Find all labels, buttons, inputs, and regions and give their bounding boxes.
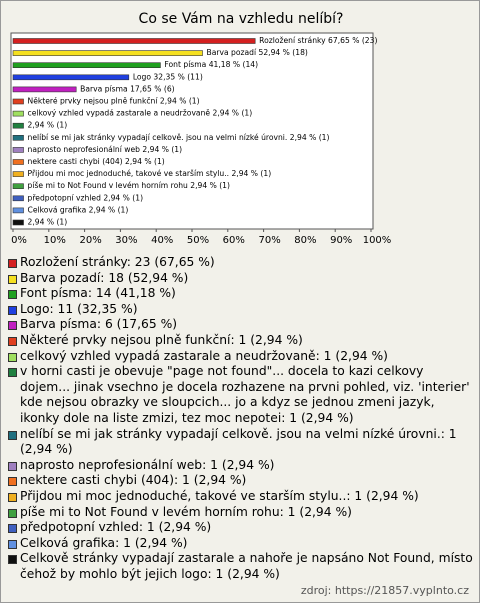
bar bbox=[12, 122, 24, 129]
legend-swatch bbox=[8, 539, 17, 549]
value-label: celkový vzhled vypadá zastarale a neudrž… bbox=[28, 109, 253, 118]
legend-swatch bbox=[8, 290, 17, 300]
legend-swatch bbox=[8, 555, 17, 565]
legend-item: naprosto neprofesionální web: 1 (2,94 %) bbox=[7, 458, 473, 474]
value-label: 2,94 % (1) bbox=[28, 121, 68, 130]
bar bbox=[12, 38, 256, 44]
legend-label: Celková grafika: 1 (2,94 %) bbox=[20, 535, 188, 550]
x-tick-label: 80% bbox=[294, 235, 316, 246]
value-label: Rozložení stránky 67,65 % (23) bbox=[259, 36, 377, 45]
legend-label: předpotopní vzhled: 1 (2,94 %) bbox=[20, 520, 212, 535]
legend-swatch bbox=[8, 352, 17, 362]
legend-swatch bbox=[8, 259, 17, 268]
legend-item: v horni casti je obevuje "page not found… bbox=[7, 364, 473, 426]
legend-label: Přijdou mi moc jednoduché, takové ve sta… bbox=[20, 488, 419, 503]
bar bbox=[12, 171, 24, 177]
legend-swatch bbox=[8, 321, 17, 331]
legend-item: Font písma: 14 (41,18 %) bbox=[7, 286, 473, 302]
legend-swatch bbox=[8, 430, 17, 440]
legend-swatch bbox=[8, 477, 17, 487]
x-tick-label: 60% bbox=[223, 235, 245, 246]
legend-label: píše mi to Not Found v levém horním rohu… bbox=[20, 504, 352, 519]
legend-item: Rozložení stránky: 23 (67,65 %) bbox=[7, 255, 473, 271]
x-tick-label: 40% bbox=[151, 235, 173, 246]
value-label: předpotopní vzhled 2,94 % (1) bbox=[28, 193, 144, 202]
legend-label: Font písma: 14 (41,18 %) bbox=[20, 286, 176, 301]
legend-label: naprosto neprofesionální web: 1 (2,94 %) bbox=[20, 457, 275, 472]
x-tick-label: 100% bbox=[363, 235, 392, 246]
legend-swatch bbox=[8, 336, 17, 346]
bar bbox=[12, 86, 77, 93]
bar bbox=[12, 207, 24, 214]
legend-swatch bbox=[8, 368, 17, 378]
legend-item: píše mi to Not Found v levém horním rohu… bbox=[7, 505, 473, 521]
legend-label: Rozložení stránky: 23 (67,65 %) bbox=[20, 255, 215, 269]
value-label: Některé prvky nejsou plně funkční 2,94 %… bbox=[28, 97, 200, 106]
x-tick-label: 0% bbox=[11, 235, 27, 246]
value-label: Logo 32,35 % (11) bbox=[133, 72, 203, 81]
bar bbox=[12, 110, 24, 117]
value-label: Celková grafika 2,94 % (1) bbox=[28, 205, 129, 214]
chart: Co se Vám na vzhledu nelíbí? 0% 10% 20% 30%… bbox=[10, 11, 392, 246]
bar bbox=[12, 62, 161, 69]
bar bbox=[12, 98, 24, 105]
legend-label: Barva písma: 6 (17,65 %) bbox=[20, 317, 178, 332]
source: zdroj: https://21857.vyplnto.cz bbox=[300, 584, 469, 597]
chart-title: Co se Vám na vzhledu nelíbí? bbox=[139, 11, 344, 27]
legend-swatch bbox=[8, 492, 17, 502]
legend-item: Barva písma: 6 (17,65 %) bbox=[7, 317, 473, 333]
bar bbox=[12, 147, 24, 153]
bar bbox=[12, 159, 24, 165]
value-label: nektere casti chybi (404) 2,94 % (1) bbox=[28, 157, 165, 166]
value-label: 2,94 % (1) bbox=[28, 218, 68, 227]
legend-item: předpotopní vzhled: 1 (2,94 %) bbox=[7, 520, 473, 536]
value-label: naprosto neprofesionální web 2,94 % (1) bbox=[28, 145, 183, 154]
legend-label: Celkově stránky vypadají zastarale a nah… bbox=[20, 551, 473, 581]
legend-swatch bbox=[8, 274, 17, 284]
legend-item: Celkově stránky vypadají zastarale a nah… bbox=[7, 551, 473, 582]
legend-item: celkový vzhled vypadá zastarale a neudrž… bbox=[7, 349, 473, 365]
bar bbox=[12, 74, 130, 81]
legend-label: nektere casti chybi (404): 1 (2,94 %) bbox=[20, 473, 247, 488]
legend-item: nelíbí se mi jak stránky vypadají celkov… bbox=[7, 427, 473, 458]
x-tick-label: 90% bbox=[330, 235, 352, 246]
legend-label: Barva pozadí: 18 (52,94 %) bbox=[20, 270, 189, 285]
legend-label: v horni casti je obevuje "page not found… bbox=[20, 364, 470, 425]
legend-swatch bbox=[8, 305, 17, 315]
value-label: píše mi to Not Found v levém horním rohu… bbox=[28, 181, 230, 190]
bar bbox=[12, 135, 24, 141]
bar bbox=[12, 195, 24, 202]
legend-swatch bbox=[8, 461, 17, 471]
legend-swatch bbox=[8, 524, 17, 534]
x-tick-label: 70% bbox=[258, 235, 280, 246]
legend-item: Logo: 11 (32,35 %) bbox=[7, 302, 473, 318]
legend-swatch bbox=[8, 508, 17, 518]
legend-label: Některé prvky nejsou plně funkční: 1 (2,… bbox=[20, 332, 303, 347]
value-label: Barva písma 17,65 % (6) bbox=[80, 84, 174, 93]
legend-label: Logo: 11 (32,35 %) bbox=[20, 301, 138, 316]
value-label: nelíbí se mi jak stránky vypadají celkov… bbox=[28, 133, 330, 142]
value-label: Přijdou mi moc jednoduché, takové ve sta… bbox=[28, 169, 272, 178]
bar bbox=[12, 219, 24, 226]
legend-item: Přijdou mi moc jednoduché, takové ve sta… bbox=[7, 489, 473, 505]
legend-item: Barva pozadí: 18 (52,94 %) bbox=[7, 271, 473, 287]
value-label: Barva pozadí 52,94 % (18) bbox=[207, 48, 308, 57]
legend-label: nelíbí se mi jak stránky vypadají celkov… bbox=[20, 426, 457, 457]
legend-item: Celková grafika: 1 (2,94 %) bbox=[7, 536, 473, 552]
x-tick-label: 30% bbox=[115, 235, 137, 246]
bar bbox=[12, 183, 24, 189]
x-tick-label: 10% bbox=[44, 235, 66, 246]
value-label: Font písma 41,18 % (14) bbox=[164, 60, 258, 69]
x-tick-label: 20% bbox=[79, 235, 101, 246]
legend-item: nektere casti chybi (404): 1 (2,94 %) bbox=[7, 473, 473, 489]
legend: Rozložení stránky: 23 (67,65 %) Barva poz… bbox=[7, 255, 473, 582]
legend-label: celkový vzhled vypadá zastarale a neudrž… bbox=[20, 348, 388, 363]
x-tick-label: 50% bbox=[187, 235, 209, 246]
bar bbox=[12, 50, 203, 56]
legend-item: Některé prvky nejsou plně funkční: 1 (2,… bbox=[7, 333, 473, 349]
